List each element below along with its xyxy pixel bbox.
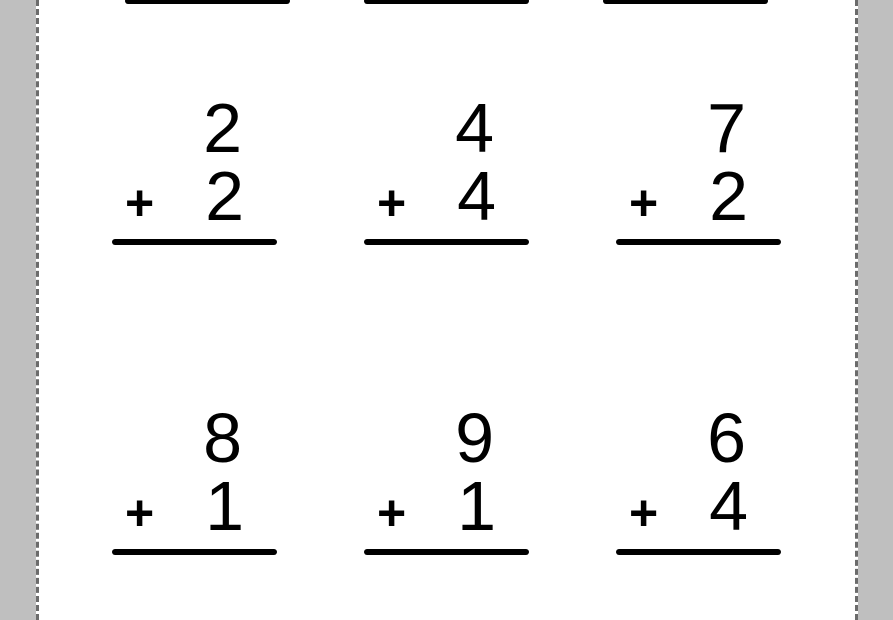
top-addend: 8 [107,403,282,473]
bottom-line: + 1 [359,471,534,541]
top-addend: 9 [359,403,534,473]
answer-line [616,549,781,555]
bottom-addend: 1 [205,471,244,541]
bottom-line: + 1 [107,471,282,541]
bottom-line: + 2 [107,161,282,231]
problems-grid: 2 + 2 4 + 4 7 + 2 8 + [69,44,825,604]
bottom-addend: 4 [709,471,748,541]
addition-problem: 6 + 4 [593,354,805,604]
bottom-line: + 4 [359,161,534,231]
worksheet-page: 2 + 2 4 + 4 7 + 2 8 + [36,0,858,620]
addition-problem: 4 + 4 [341,44,553,294]
bottom-addend: 2 [205,161,244,231]
addition-problem: 2 + 2 [89,44,301,294]
plus-icon: + [125,178,154,228]
answer-line [112,549,277,555]
answer-line [603,0,768,4]
answer-line [125,0,290,4]
answer-line [616,239,781,245]
bottom-addend: 2 [709,161,748,231]
answer-line [364,549,529,555]
plus-icon: + [377,488,406,538]
top-addend: 7 [611,93,786,163]
plus-icon: + [377,178,406,228]
addition-problem: 9 + 1 [341,354,553,604]
bottom-line: + 4 [611,471,786,541]
addition-problem: 8 + 1 [89,354,301,604]
plus-icon: + [629,488,658,538]
plus-icon: + [629,178,658,228]
bottom-addend: 1 [457,471,496,541]
bottom-line: + 2 [611,161,786,231]
top-addend: 6 [611,403,786,473]
prev-row-answer-lines [69,0,825,4]
top-addend: 4 [359,93,534,163]
bottom-addend: 4 [457,161,496,231]
top-addend: 2 [107,93,282,163]
addition-problem: 7 + 2 [593,44,805,294]
plus-icon: + [125,488,154,538]
answer-line [112,239,277,245]
answer-line [364,0,529,4]
answer-line [364,239,529,245]
